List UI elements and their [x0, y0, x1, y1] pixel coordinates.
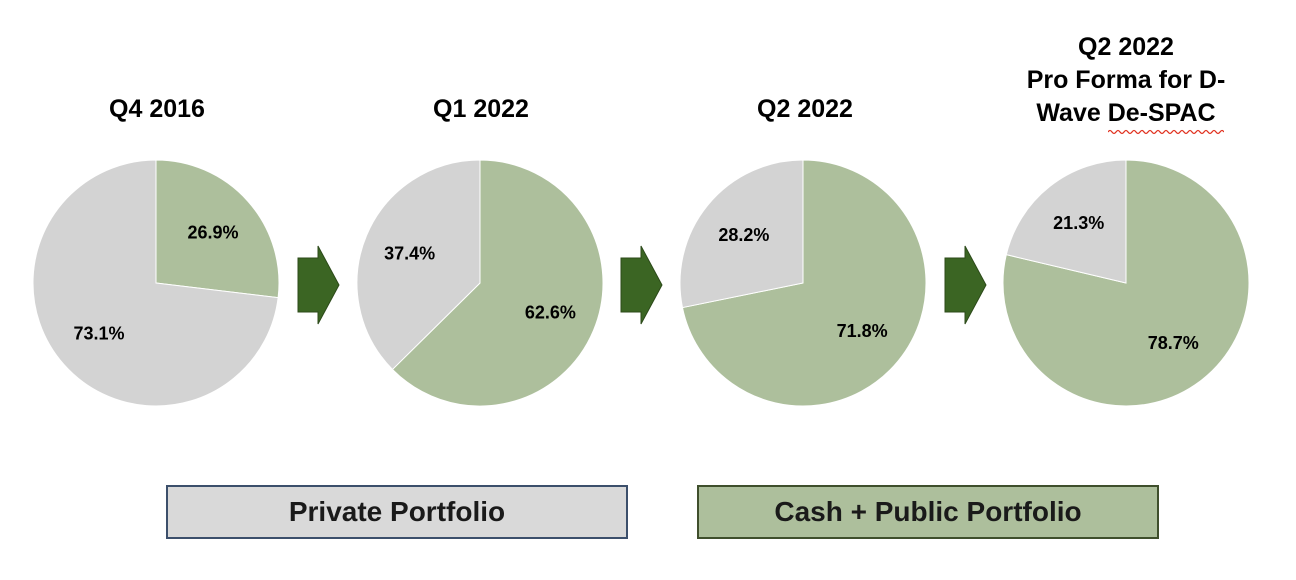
pie-slice-3-1: [681, 159, 927, 407]
spellcheck-underline: [1108, 129, 1224, 135]
pie-slice-1-1: [155, 159, 280, 299]
legend-label-private: Private Portfolio: [288, 496, 506, 527]
pie-label-1-1: 26.9%: [187, 222, 238, 242]
chart-title-q1-2022: Q1 2022: [433, 95, 529, 123]
pie-slice-2-2: [356, 159, 481, 371]
title-line-2: Pro Forma for D-: [1026, 66, 1226, 94]
right-arrow-icon-1: [297, 245, 340, 325]
legend-private-portfolio: Private Portfolio: [166, 485, 628, 539]
title-line-3: Wave De-SPAC: [1036, 99, 1216, 127]
pie-slice-2-1: [391, 159, 604, 407]
pie-slice-1-2: [32, 159, 279, 407]
pie-label-4-2: 21.3%: [1053, 213, 1104, 233]
chart-title-q4-2016: Q4 2016: [109, 95, 205, 123]
pie-chart-4: 78.7% 21.3%: [1002, 159, 1250, 407]
pie-chart-1: 26.9% 73.1%: [32, 159, 280, 407]
chart-title-q2-2022-pro-forma: Q2 2022 Pro Forma for D- Wave De-SPAC: [996, 31, 1256, 130]
pie-slice-4-2: [1005, 159, 1127, 284]
pie-charts: 26.9% 73.1% 62.6% 37.4% 71.8% 28.2% 78.7% 21.3%: [32, 159, 1250, 407]
title-line-1: Q2 2022: [1078, 33, 1174, 61]
right-arrow-icon-2: [620, 245, 663, 325]
pie-chart-3: 71.8% 28.2%: [679, 159, 927, 407]
legend-label-public: Cash + Public Portfolio: [774, 496, 1082, 527]
pie-label-2-1: 62.6%: [525, 302, 576, 322]
pie-label-3-1: 71.8%: [837, 321, 888, 341]
right-arrow-icon-3: [944, 245, 987, 325]
pie-label-2-2: 37.4%: [384, 244, 435, 264]
pie-label-4-1: 78.7%: [1148, 333, 1199, 353]
pie-label-1-2: 73.1%: [73, 324, 124, 344]
pie-label-3-2: 28.2%: [718, 225, 769, 245]
pie-slice-3-2: [679, 159, 804, 309]
chart-title-q2-2022: Q2 2022: [757, 95, 853, 123]
pie-chart-2: 62.6% 37.4%: [356, 159, 604, 407]
legend-cash-public-portfolio: Cash + Public Portfolio: [697, 485, 1159, 539]
